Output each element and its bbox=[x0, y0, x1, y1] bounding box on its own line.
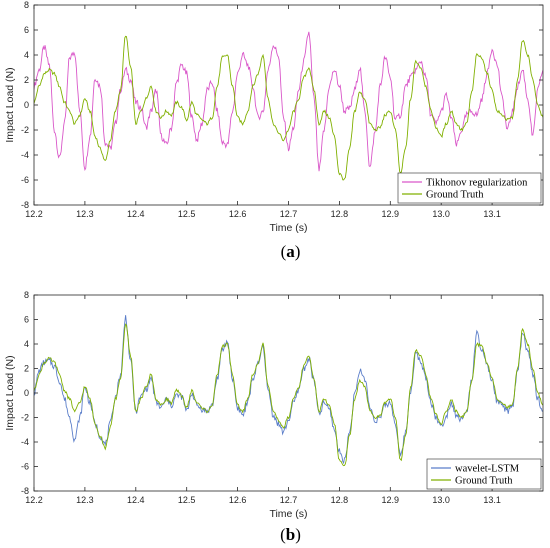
x-tick-label: 12.9 bbox=[382, 495, 400, 505]
y-tick-label: 8 bbox=[24, 290, 29, 300]
y-tick-label: 2 bbox=[24, 364, 29, 374]
x-tick-label: 12.8 bbox=[331, 209, 349, 219]
y-axis-label: Impact Load (N) bbox=[4, 355, 16, 430]
panel-label: (b) bbox=[280, 525, 301, 544]
legend-box bbox=[426, 458, 542, 490]
x-tick-label: 12.7 bbox=[280, 495, 298, 505]
x-tick-label: 12.2 bbox=[25, 495, 43, 505]
y-tick-label: 6 bbox=[24, 25, 29, 35]
y-tick-label: -6 bbox=[21, 175, 29, 185]
legend-box bbox=[397, 172, 542, 204]
x-tick-label: 12.6 bbox=[229, 495, 247, 505]
x-tick-label: 12.4 bbox=[127, 495, 145, 505]
series-line-ground-truth bbox=[34, 323, 543, 467]
x-tick-label: 12.3 bbox=[76, 209, 94, 219]
panel-label: (a) bbox=[281, 242, 301, 261]
legend-label: Tikhonov regularization bbox=[426, 178, 528, 189]
x-tick-label: 12.3 bbox=[76, 495, 94, 505]
x-tick-label: 13.1 bbox=[483, 495, 501, 505]
series-line-tikhonov-regularization bbox=[34, 31, 543, 172]
x-tick-label: 12.4 bbox=[127, 209, 145, 219]
x-tick-label: 12.7 bbox=[280, 209, 298, 219]
y-tick-label: 2 bbox=[24, 75, 29, 85]
y-axis-label: Impact Load (N) bbox=[4, 67, 16, 142]
series-line-wavelet-lstm bbox=[34, 315, 543, 465]
chart-panel-a: 12.2 12.3 12.4 12.5 12.6 12.7 12.8 12.9 13.0 13.1… bbox=[4, 0, 544, 261]
y-tick-label: 4 bbox=[24, 50, 29, 60]
x-tick-label: 12.8 bbox=[331, 495, 349, 505]
y-tick-label: 4 bbox=[24, 339, 29, 349]
x-tick-label: 13.0 bbox=[432, 495, 450, 505]
y-tick-label: -2 bbox=[21, 125, 29, 135]
y-tick-label: 0 bbox=[24, 100, 29, 110]
series-line-ground-truth bbox=[34, 35, 543, 181]
y-tick-label: 6 bbox=[24, 315, 29, 325]
x-tick-label: 12.2 bbox=[25, 209, 43, 219]
legend-label: wavelet-LSTM bbox=[455, 464, 520, 475]
x-tick-label: 13.1 bbox=[483, 209, 501, 219]
x-axis-label: Time (s) bbox=[269, 508, 307, 520]
legend-label: Ground Truth bbox=[426, 190, 484, 201]
legend-label: Ground Truth bbox=[455, 476, 513, 487]
chart-panel-b: 12.2 12.3 12.4 12.5 12.6 12.7 12.8 12.9 13.0 13.1… bbox=[4, 290, 544, 544]
x-tick-label: 12.6 bbox=[229, 209, 247, 219]
y-tick-label: -8 bbox=[21, 486, 29, 496]
x-tick-label: 12.9 bbox=[382, 209, 400, 219]
y-tick-label: 0 bbox=[24, 388, 29, 398]
x-tick-label: 12.5 bbox=[178, 209, 196, 219]
y-tick-label: -2 bbox=[21, 413, 29, 423]
y-tick-label: -8 bbox=[21, 200, 29, 210]
x-axis-label: Time (s) bbox=[269, 222, 307, 234]
x-tick-label: 12.5 bbox=[178, 495, 196, 505]
x-tick-label: 13.0 bbox=[432, 209, 450, 219]
y-tick-label: 8 bbox=[24, 0, 29, 10]
y-tick-label: -6 bbox=[21, 462, 29, 472]
y-tick-label: -4 bbox=[21, 437, 29, 447]
y-tick-label: -4 bbox=[21, 150, 29, 160]
